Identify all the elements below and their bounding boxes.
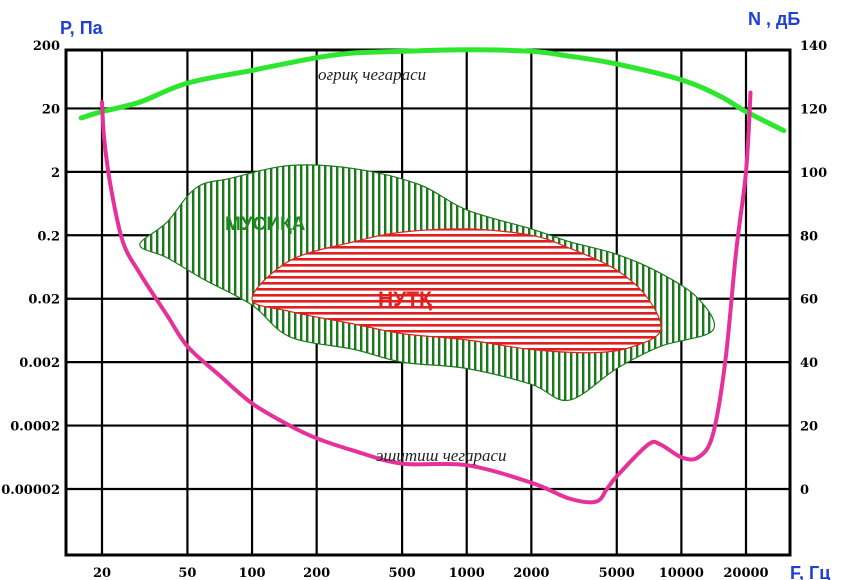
y-right-tick-label: 20 [800, 420, 818, 435]
y-left-tick-label: 0.2 [37, 229, 60, 244]
music-region-label: МУСИҚА [225, 214, 306, 235]
threshold-curves [78, 47, 787, 505]
y-left-tick-label: 20 [42, 102, 60, 117]
x-tick-label: 50 [178, 566, 196, 580]
speech-region-area [251, 228, 662, 354]
y-right-tick-label: 40 [800, 356, 818, 371]
y-left-tick-label: 2 [51, 166, 60, 181]
y-right-tick-label: 140 [800, 39, 827, 54]
y-right-tick-label: 80 [800, 229, 818, 244]
hearing-threshold-label: эшитиш чегараси [376, 446, 507, 465]
y-right-tick-label: 0 [800, 483, 809, 498]
y-right-axis-title: N , дБ [748, 9, 800, 29]
x-tick-label: 1000 [449, 566, 485, 580]
y-left-tick-label: 0.02 [28, 293, 60, 308]
x-tick-label: 20 [93, 566, 111, 580]
y-left-tick-label: 200 [33, 39, 60, 54]
y-right-tick-label: 120 [800, 102, 827, 117]
y-left-tick-label: 0.0002 [10, 420, 60, 435]
y-right-tick-label: 60 [800, 293, 818, 308]
x-tick-label: 20000 [723, 566, 768, 580]
y-right-tick-label: 100 [800, 166, 827, 181]
x-tick-label: 10000 [659, 566, 704, 580]
y-left-tick-label: 0.002 [19, 356, 60, 371]
x-tick-label: 2000 [513, 566, 549, 580]
pain-threshold-label: оғриқ чегараси [318, 65, 426, 84]
x-tick-label: 5000 [599, 566, 635, 580]
axis-ticks: 20 50 100 200 500 1000 2000 5000 10000 2000014012… [1, 39, 827, 580]
x-tick-label: 100 [238, 566, 265, 580]
x-tick-label: 200 [303, 566, 330, 580]
pain-threshold-curve [78, 47, 787, 134]
speech-region [251, 228, 662, 354]
speech-region-label: НУТҚ [378, 288, 432, 311]
y-left-tick-label: 0.00002 [1, 483, 60, 498]
x-axis-title: F, Гц [790, 563, 830, 580]
y-left-axis-title: P, Па [60, 18, 104, 38]
x-tick-label: 500 [389, 566, 416, 580]
hearing-threshold-curve [100, 90, 753, 505]
